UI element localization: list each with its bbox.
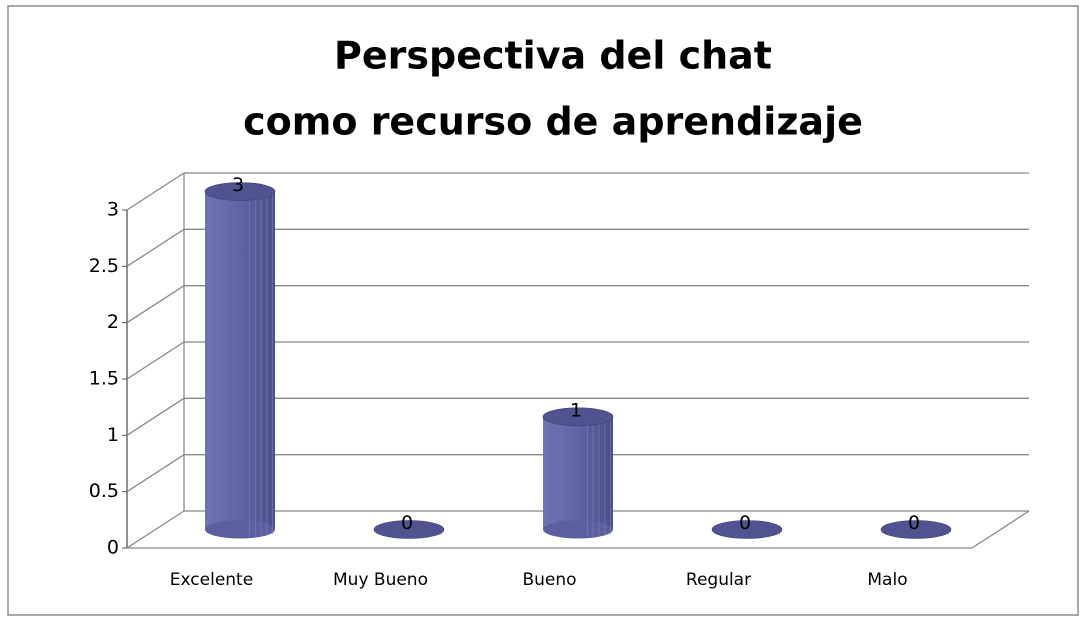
x-tick-label: Muy Bueno: [333, 570, 428, 590]
side-wall-line: [126, 510, 185, 549]
data-label: 1: [570, 399, 582, 421]
side-wall-line: [126, 397, 185, 436]
bar-top: [711, 520, 783, 539]
x-tick-label: Regular: [686, 570, 751, 590]
y-tick-label: 2.5: [89, 255, 119, 277]
bar-top: [880, 520, 952, 539]
bar: [880, 520, 952, 539]
bar: [542, 407, 614, 539]
bar: [373, 520, 445, 539]
side-wall-line: [126, 341, 185, 380]
bar-top: [542, 407, 614, 427]
data-label: 3: [232, 174, 244, 196]
bar-body: [543, 416, 613, 530]
y-tick-label: 1: [107, 424, 119, 446]
y-tick-label: 0.5: [89, 480, 119, 502]
y-tick-label: 0: [107, 537, 119, 559]
data-label: 0: [401, 512, 413, 534]
floor-edge: [971, 510, 1030, 549]
side-wall-line: [126, 285, 185, 324]
data-label: 0: [739, 512, 751, 534]
bar-top: [204, 182, 276, 201]
chart-title: como recurso de aprendizaje: [243, 100, 863, 144]
x-tick-label: Bueno: [522, 570, 576, 590]
data-label: 0: [908, 512, 920, 534]
y-tick-label: 2: [107, 311, 119, 333]
side-wall-line: [126, 228, 185, 267]
bar: [204, 182, 276, 539]
chart-title: Perspectiva del chat: [334, 34, 772, 78]
y-tick-label: 1.5: [89, 368, 119, 390]
bar-bottom: [205, 520, 275, 539]
x-tick-label: Excelente: [170, 570, 253, 590]
side-wall-line: [126, 172, 185, 211]
bar: [711, 520, 783, 539]
x-tick-label: Malo: [867, 570, 907, 590]
side-wall-line: [126, 454, 185, 493]
bar-body: [205, 191, 275, 530]
bar-top: [373, 520, 445, 539]
y-tick-label: 3: [107, 199, 119, 221]
bar-bottom: [543, 520, 613, 539]
